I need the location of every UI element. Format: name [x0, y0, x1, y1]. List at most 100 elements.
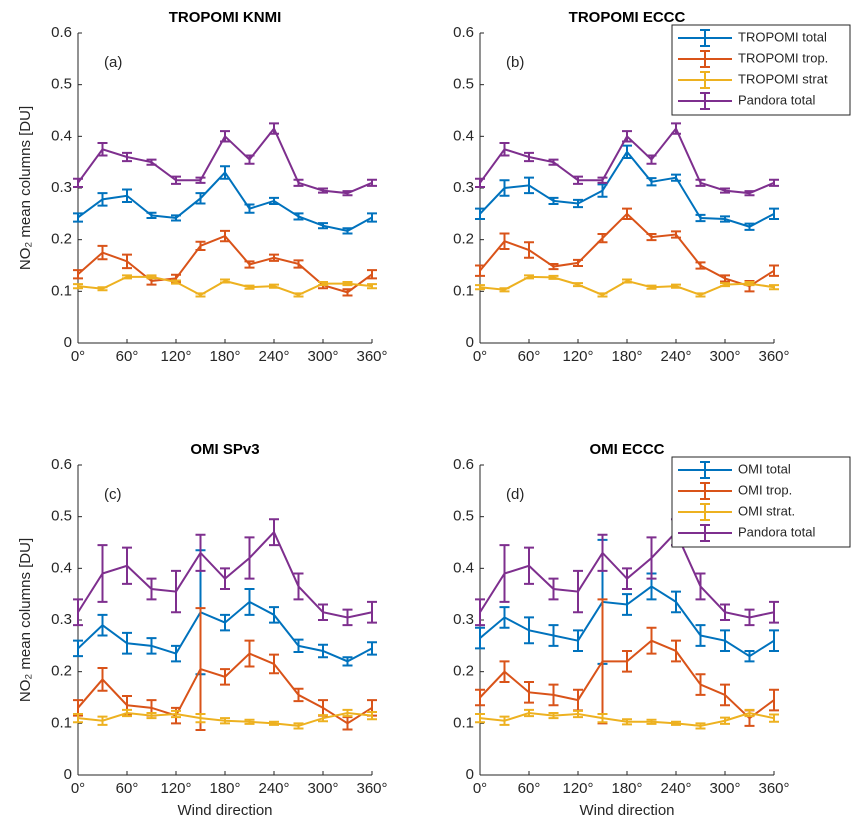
error-bar	[720, 274, 730, 283]
y-tick-label: 0	[64, 334, 72, 351]
error-bar	[122, 546, 132, 585]
error-bar	[220, 567, 230, 590]
error-bar	[646, 626, 657, 655]
legend-label: OMI strat.	[738, 503, 795, 518]
error-bar	[220, 130, 230, 143]
error-bar	[244, 588, 255, 616]
error-bar	[769, 207, 779, 220]
legend-label: Pandora total	[738, 524, 815, 539]
error-bar	[597, 232, 608, 244]
error-bar	[293, 212, 304, 221]
legend-label: Pandora total	[738, 92, 815, 107]
error-bar	[171, 214, 181, 222]
error-bar	[220, 668, 230, 686]
error-bar	[524, 546, 534, 585]
error-bar	[318, 699, 328, 717]
panel: TROPOMI KNMI 0 0.1 0.2 0.3 0.4 0.5 0.6 0° 60° 120°…	[17, 9, 388, 365]
y-tick-label: 0.4	[453, 559, 474, 576]
error-bar	[475, 264, 485, 277]
error-bar	[171, 175, 181, 185]
x-tick-label: 300°	[307, 348, 338, 365]
x-tick-label: 120°	[160, 780, 191, 797]
error-bar	[744, 281, 755, 287]
legend-swatch	[678, 461, 732, 479]
error-bar	[695, 178, 706, 187]
error-bar	[269, 253, 279, 262]
x-tick-label: 60°	[518, 780, 541, 797]
error-bar	[367, 283, 377, 290]
error-bar	[499, 660, 510, 683]
error-bar	[97, 667, 108, 692]
x-tick-label: 0°	[473, 348, 487, 365]
error-bar	[720, 603, 730, 621]
x-tick-label: 120°	[160, 348, 191, 365]
x-tick-label: 120°	[562, 780, 593, 797]
legend-swatch	[678, 482, 732, 500]
error-bar	[318, 643, 328, 659]
error-bar	[220, 613, 230, 632]
error-bar	[769, 629, 779, 652]
error-bar	[269, 720, 279, 726]
y-tick-label: 0	[64, 766, 72, 783]
y-tick-label: 0.5	[51, 508, 72, 525]
error-bar	[597, 598, 608, 725]
error-bar	[548, 158, 559, 166]
error-bar	[97, 286, 108, 292]
error-bar	[475, 626, 485, 650]
error-bar	[646, 536, 657, 580]
error-bar	[597, 292, 608, 298]
error-bar	[195, 176, 206, 184]
x-tick-label: 360°	[356, 348, 387, 365]
error-bar	[342, 288, 353, 297]
error-bar	[720, 215, 730, 223]
error-bar	[524, 176, 534, 195]
error-bar	[597, 176, 608, 184]
error-bar	[744, 608, 755, 627]
x-tick-label: 300°	[307, 780, 338, 797]
y-tick-label: 0.1	[453, 714, 474, 731]
error-bar	[499, 179, 510, 197]
error-bar	[646, 718, 657, 725]
error-bar	[720, 282, 730, 288]
error-bar	[573, 175, 583, 185]
y-tick-label: 0.1	[453, 282, 474, 299]
x-tick-label: 240°	[258, 348, 289, 365]
legend-swatch	[678, 92, 732, 110]
error-bar	[122, 151, 132, 163]
x-tick-label: 360°	[758, 780, 789, 797]
x-tick-label: 360°	[758, 348, 789, 365]
error-bar	[244, 260, 255, 269]
x-tick-label: 300°	[709, 780, 740, 797]
error-bar	[293, 687, 304, 703]
error-bar	[367, 178, 377, 187]
error-bar	[342, 656, 353, 667]
y-tick-label: 0.3	[453, 611, 474, 628]
error-bar	[646, 232, 657, 242]
error-bar	[293, 722, 304, 730]
error-bar	[622, 650, 632, 673]
error-bar	[73, 177, 83, 188]
error-bar	[671, 590, 681, 614]
legend-label: TROPOMI trop.	[738, 50, 828, 65]
error-bar	[195, 240, 206, 251]
error-bar	[475, 177, 485, 188]
error-bar	[318, 714, 328, 723]
error-bar	[73, 212, 83, 223]
y-tick-label: 0.3	[51, 611, 72, 628]
y-tick-label: 0.5	[453, 508, 474, 525]
error-bar	[499, 544, 510, 603]
error-bar	[720, 716, 730, 725]
legend-label: OMI trop.	[738, 482, 792, 497]
error-bar	[622, 567, 632, 590]
y-tick-label: 0.1	[51, 714, 72, 731]
error-bar	[146, 274, 157, 280]
legend-label: OMI total	[738, 461, 791, 476]
error-bar	[499, 606, 510, 629]
y-tick-label: 0.4	[51, 127, 72, 144]
error-bar	[622, 130, 632, 143]
error-bar	[573, 709, 583, 719]
x-tick-label: 0°	[473, 780, 487, 797]
error-bar	[744, 708, 755, 718]
error-bar	[122, 631, 132, 655]
error-bar	[548, 262, 559, 271]
